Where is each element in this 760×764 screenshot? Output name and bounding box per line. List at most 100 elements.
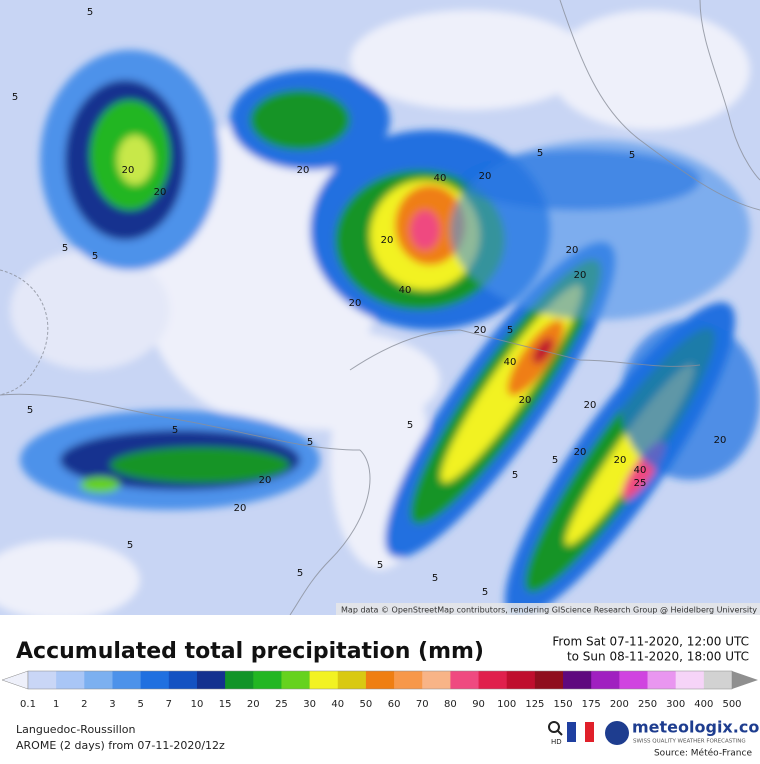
scale-label: 125 [525, 699, 544, 710]
attribution: Map data © OpenStreetMap contributors, r… [341, 606, 757, 615]
scale-box [28, 671, 57, 689]
scale-label: 250 [638, 699, 657, 710]
contour-label: 20 [234, 503, 247, 514]
contour-label: 5 [307, 437, 313, 448]
color-scale: 0.1 1 2 3 5 7 10 15 20 25 30 40 50 60 70 80 90 100 125 150 1… [1, 670, 758, 710]
contour-label: 40 [634, 465, 647, 476]
scale-label: 50 [360, 699, 373, 710]
contour-label: 40 [399, 285, 412, 296]
model: AROME (2 days) from 07-11-2020/12z [16, 739, 225, 752]
scale-label: 300 [666, 699, 685, 710]
contour-label: 5 [92, 251, 98, 262]
contour-label: 5 [432, 573, 438, 584]
from-date: From Sat 07-11-2020, 12:00 UTC [552, 635, 749, 649]
scale-box [422, 671, 451, 689]
scale-label: 60 [388, 699, 401, 710]
region: Languedoc-Roussillon [16, 723, 136, 736]
scale-box [478, 671, 508, 689]
contour-label: 20 [584, 400, 597, 411]
scale-label: 1 [53, 699, 59, 710]
hd-icon-handle [557, 730, 563, 736]
contour-label: 20 [259, 475, 272, 486]
contour-label: 5 [297, 568, 303, 579]
map-labels: 5 5 5 5 5 5 5 5 5 5 5 5 5 5 5 5 5 5 20 20 20 20 20 20 20 20 20 20 20… [12, 7, 727, 598]
contour-label: 20 [714, 435, 727, 446]
scale-label: 10 [191, 699, 204, 710]
scale-label: 150 [553, 699, 572, 710]
scale-label: 3 [109, 699, 115, 710]
contour-label: 20 [474, 325, 487, 336]
scale-low-arrow [1, 670, 29, 690]
scale-box [225, 671, 254, 689]
scale-box [675, 671, 705, 689]
scale-box [619, 671, 649, 689]
contour-label: 20 [614, 455, 627, 466]
scale-label: 30 [303, 699, 316, 710]
scale-box [506, 671, 536, 689]
contour-label: 20 [381, 235, 394, 246]
scale-label: 200 [610, 699, 629, 710]
scale-box [196, 671, 226, 689]
hd-icon[interactable] [548, 721, 560, 733]
scale-box [337, 671, 367, 689]
scale-label: 25 [275, 699, 288, 710]
scale-label: 90 [472, 699, 485, 710]
scale-label: 175 [582, 699, 601, 710]
scale-box [591, 671, 620, 689]
scale-box [281, 671, 311, 689]
scale-box [563, 671, 592, 689]
scale-label: 15 [219, 699, 232, 710]
to-date: to Sun 08-11-2020, 18:00 UTC [567, 650, 749, 664]
brand: meteologix.com [632, 718, 760, 737]
scale-label: 500 [722, 699, 741, 710]
hd-label: HD [551, 738, 562, 746]
scale-high-arrow [732, 671, 758, 689]
contour-label: 5 [87, 7, 93, 18]
contour-label: 20 [566, 245, 579, 256]
scale-box [140, 671, 170, 689]
scale-box [534, 671, 564, 689]
contour-label: 5 [62, 243, 68, 254]
scale-box [168, 671, 198, 689]
scale-label: 40 [331, 699, 344, 710]
map: Map data © OpenStreetMap contributors, r… [0, 0, 760, 615]
contour-label: 20 [479, 171, 492, 182]
scale-box [112, 671, 142, 689]
contour-label: 5 [407, 420, 413, 431]
contour-label: 5 [127, 540, 133, 551]
contour-label: 25 [634, 478, 647, 489]
source: Source: Météo-France [654, 748, 752, 759]
scale-label: 20 [247, 699, 260, 710]
scale-box [365, 671, 395, 689]
contour-label: 20 [519, 395, 532, 406]
contour-label: 5 [27, 405, 33, 416]
contour-label: 20 [297, 165, 310, 176]
logo-icon [605, 721, 629, 745]
contour-label: 20 [349, 298, 362, 309]
scale-box [253, 671, 282, 689]
scale-label: 80 [444, 699, 457, 710]
tagline: SWISS QUALITY WEATHER FORECASTING [633, 739, 746, 745]
flag[interactable] [567, 722, 594, 742]
contour-label: 20 [122, 165, 135, 176]
contour-label: 5 [629, 150, 635, 161]
scale-label: 2 [81, 699, 87, 710]
contour-label: 5 [507, 325, 513, 336]
contour-label: 5 [482, 587, 488, 598]
scale-box [56, 671, 85, 689]
scale-box [450, 671, 480, 689]
scale-label: 70 [416, 699, 429, 710]
scale-label: 100 [497, 699, 516, 710]
scale-label: 400 [694, 699, 713, 710]
contour-label: 20 [574, 447, 587, 458]
contour-label: 20 [574, 270, 587, 281]
scale-label: 0.1 [20, 699, 36, 710]
title: Accumulated total precipitation (mm) [16, 639, 484, 664]
contour-label: 40 [504, 357, 517, 368]
contour-label: 40 [434, 173, 447, 184]
contour-label: 5 [552, 455, 558, 466]
contour-label: 20 [154, 187, 167, 198]
scale-box [647, 671, 677, 689]
